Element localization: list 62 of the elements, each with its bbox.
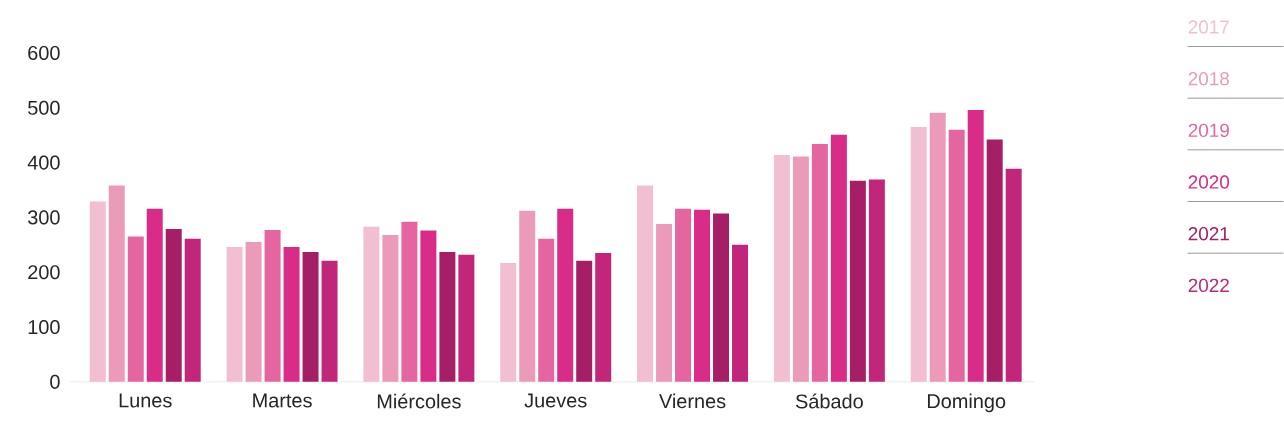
- y-tick-label: 0: [50, 374, 60, 389]
- bar: [773, 155, 790, 382]
- bar: [694, 209, 711, 382]
- bar: [830, 134, 847, 382]
- text: 2022: [1188, 278, 1229, 293]
- bar: [948, 129, 965, 382]
- bar: [401, 221, 418, 382]
- x-tick-label: Lunes: [119, 393, 172, 408]
- bar: [732, 244, 749, 382]
- text: 2019: [1188, 123, 1229, 138]
- x-tick-label: Miércoles: [377, 393, 461, 409]
- bar: [302, 252, 319, 382]
- bar: [245, 242, 262, 382]
- text: 2020: [1188, 175, 1230, 189]
- bar: [226, 247, 243, 382]
- bar: [1005, 168, 1022, 382]
- bar: [264, 230, 281, 382]
- bar: [557, 208, 574, 382]
- bar: [792, 156, 809, 382]
- bar: [929, 112, 946, 382]
- text: 2017: [1188, 20, 1229, 34]
- bar: [811, 144, 828, 382]
- bar: [321, 260, 338, 382]
- bar: [184, 238, 201, 382]
- bar: [458, 254, 475, 382]
- bar: [89, 201, 106, 382]
- bar: [986, 139, 1003, 382]
- bar: [849, 180, 866, 382]
- bar: [146, 208, 163, 382]
- x-tick-label: Martes: [253, 393, 312, 408]
- bar: [967, 110, 984, 382]
- y-tick-label: 300: [28, 210, 60, 225]
- x-tick-label: Viernes: [659, 393, 726, 409]
- bar: [538, 238, 555, 382]
- bar: [363, 226, 380, 382]
- bar: [868, 179, 885, 382]
- bar: [382, 235, 399, 382]
- text: 2018: [1188, 72, 1229, 86]
- x-tick-label: Sábado: [795, 393, 863, 409]
- bar: [283, 247, 300, 382]
- y-tick-label: 200: [28, 265, 60, 280]
- bar: [519, 210, 536, 382]
- bar: [675, 208, 692, 382]
- bar: [595, 253, 612, 382]
- bar: [127, 236, 144, 382]
- y-tick-label: 100: [28, 320, 60, 335]
- bar: [439, 252, 456, 382]
- bar: [713, 213, 730, 382]
- bar: [637, 185, 654, 382]
- x-tick-label: Jueves: [524, 393, 587, 408]
- bar: [500, 262, 517, 382]
- bar: [165, 229, 182, 382]
- bar: [420, 230, 437, 382]
- y-tick-label: 600: [28, 46, 60, 61]
- bar: [656, 224, 673, 382]
- y-tick-label: 500: [28, 100, 60, 115]
- bar: [108, 185, 125, 382]
- x-tick-label: Domingo: [927, 393, 1006, 413]
- bar: [576, 260, 593, 382]
- y-tick-label: 400: [27, 155, 60, 170]
- text: 2021: [1188, 227, 1229, 241]
- bar: [910, 127, 927, 382]
